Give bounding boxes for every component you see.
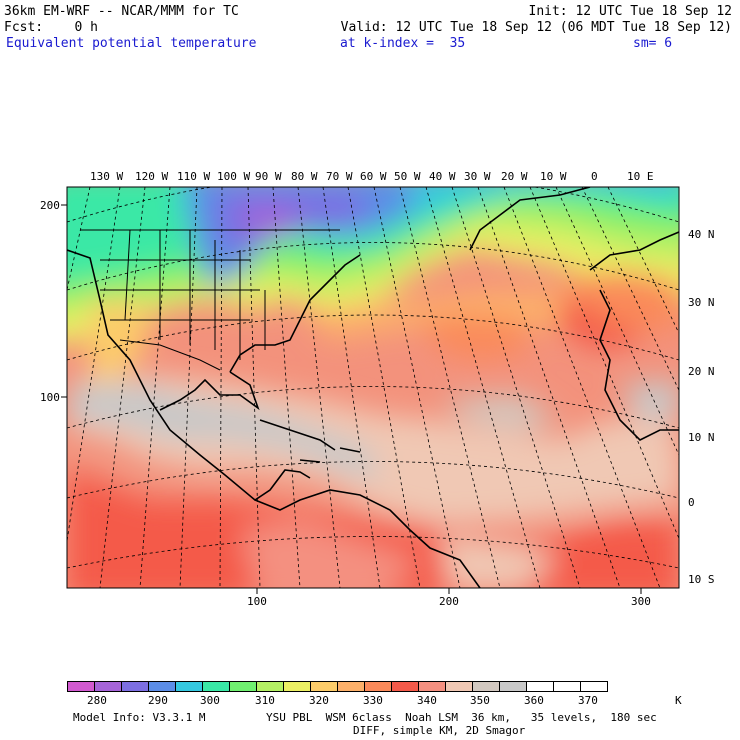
colorbar-swatch [364, 681, 392, 692]
colorbar-swatch [580, 681, 608, 692]
colorbar-tick-label: 360 [524, 694, 544, 707]
colorbar-swatch [94, 681, 122, 692]
lon-label: 80 W [291, 170, 318, 183]
colorbar-swatch [256, 681, 284, 692]
lon-label: 70 W [326, 170, 353, 183]
colorbar-tick-label: 310 [255, 694, 275, 707]
physics-info: YSU PBL WSM 6class Noah LSM 36 km, 35 le… [266, 711, 657, 724]
colorbar-tick-label: 280 [87, 694, 107, 707]
frame-ticks [61, 204, 642, 594]
lon-label: 50 W [394, 170, 421, 183]
colorbar-swatch [526, 681, 554, 692]
lon-label: 90 W [255, 170, 282, 183]
smoothing: sm= 6 [633, 36, 673, 51]
colorbar-swatch [148, 681, 176, 692]
lat-label: 30 N [688, 296, 715, 309]
lon-label: 100 W [217, 170, 251, 183]
lon-label: 110 W [177, 170, 211, 183]
lat-label: 10 N [688, 431, 715, 444]
colorbar-unit: K [675, 694, 682, 707]
colorbar-swatch [391, 681, 419, 692]
colorbar-swatch [121, 681, 149, 692]
forecast-hour: Fcst: 0 h [4, 20, 98, 35]
colorbar-swatch [445, 681, 473, 692]
grid-y-label: 200 [40, 199, 60, 212]
colorbar-swatch [553, 681, 581, 692]
colorbar-tick-label: 340 [417, 694, 437, 707]
grid-x-label: 100 [247, 595, 267, 608]
colorbar-swatch [418, 681, 446, 692]
colorbar-swatch [283, 681, 311, 692]
grid-x-label: 300 [631, 595, 651, 608]
field-name: Equivalent potential temperature [6, 36, 257, 51]
colorbar-swatch [499, 681, 527, 692]
colorbar-tick-label: 320 [309, 694, 329, 707]
init-time: Init: 12 UTC Tue 18 Sep 12 [528, 4, 733, 19]
colorbar-swatch [472, 681, 500, 692]
lon-label: 20 W [501, 170, 528, 183]
theta-e-field [67, 187, 679, 588]
colorbar-tick-label: 370 [578, 694, 598, 707]
colorbar-swatch [229, 681, 257, 692]
lat-label: 0 [688, 496, 695, 509]
colorbar-swatch [67, 681, 95, 692]
lon-label: 60 W [360, 170, 387, 183]
colorbar-tick-label: 290 [148, 694, 168, 707]
coastlines [67, 187, 679, 588]
valid-time: Valid: 12 UTC Tue 18 Sep 12 (06 MDT Tue … [340, 20, 732, 35]
lon-label: 130 W [90, 170, 124, 183]
colorbar-swatch [310, 681, 338, 692]
lat-label: 10 S [688, 573, 715, 586]
lon-label: 30 W [464, 170, 491, 183]
colorbar-tick-label: 330 [363, 694, 383, 707]
model-info: Model Info: V3.3.1 M [73, 711, 206, 724]
colorbar-tick-label: 350 [470, 694, 490, 707]
lat-label: 20 N [688, 365, 715, 378]
grid-x-label: 200 [439, 595, 459, 608]
colorbar-swatch [337, 681, 365, 692]
model-title: 36km EM-WRF -- NCAR/MMM for TC [4, 4, 239, 19]
grid-y-label: 100 [40, 391, 60, 404]
lon-label: 0 [591, 170, 598, 183]
political-borders [80, 229, 340, 371]
lon-label: 10 E [627, 170, 654, 183]
graticule [67, 187, 679, 588]
k-index: at k-index = 35 [340, 36, 466, 51]
lon-label: 40 W [429, 170, 456, 183]
lon-label: 120 W [135, 170, 169, 183]
diffusion-info: DIFF, simple KM, 2D Smagor [353, 724, 526, 737]
plot-frame [66, 186, 680, 589]
colorbar-swatch [202, 681, 230, 692]
colorbar-swatch [175, 681, 203, 692]
lat-label: 40 N [688, 228, 715, 241]
lon-label: 10 W [540, 170, 567, 183]
colorbar-tick-label: 300 [200, 694, 220, 707]
